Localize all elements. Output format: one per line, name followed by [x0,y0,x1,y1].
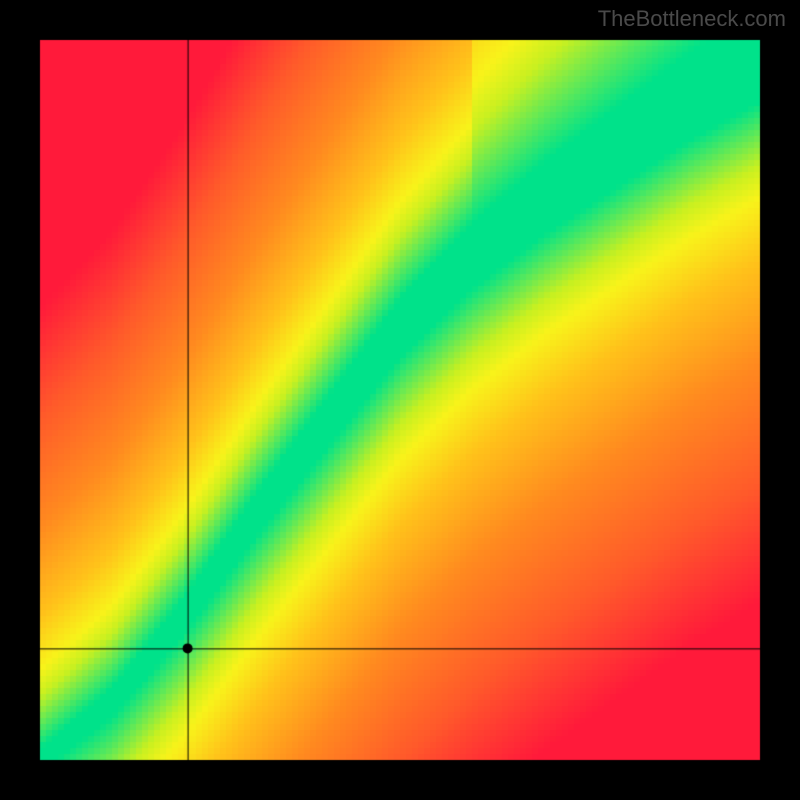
chart-container: TheBottleneck.com [0,0,800,800]
heatmap-canvas [0,0,800,800]
watermark-text: TheBottleneck.com [598,6,786,32]
